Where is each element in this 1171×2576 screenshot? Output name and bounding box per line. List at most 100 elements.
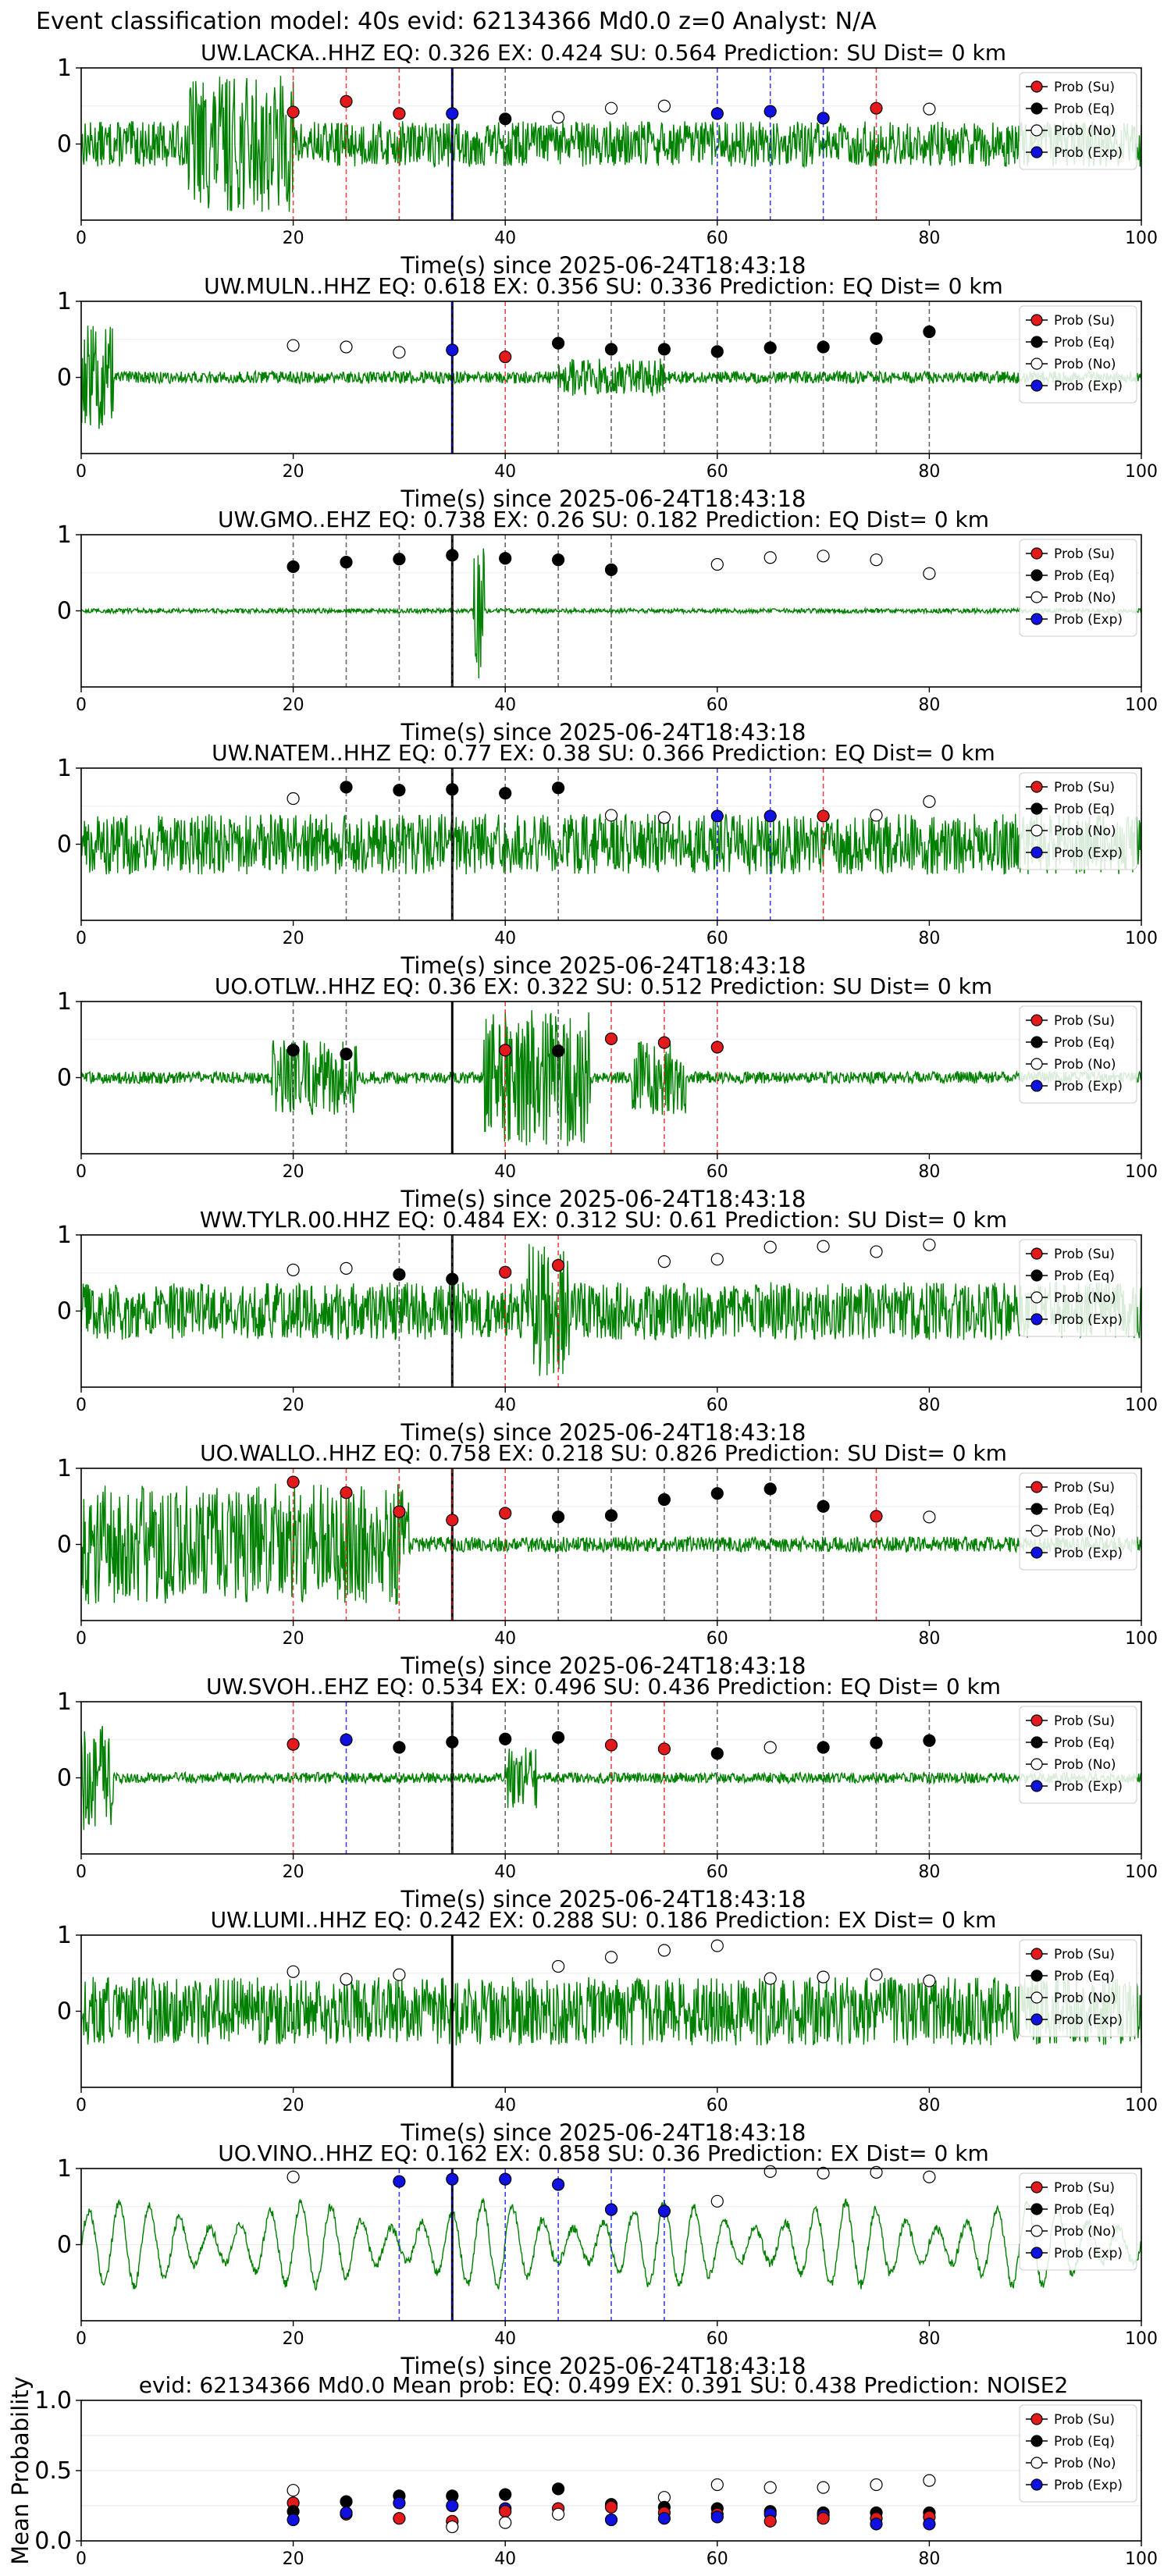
legend-box	[1019, 539, 1137, 637]
prob-point-eq	[817, 1741, 830, 1754]
prob-point-eq	[551, 553, 565, 567]
legend-marker	[1030, 2203, 1043, 2215]
prob-point-eq	[870, 332, 883, 345]
subplot-title: UO.VINO..HHZ EQ: 0.162 EX: 0.858 SU: 0.3…	[218, 2140, 988, 2166]
legend-marker	[1030, 1503, 1043, 1515]
legend-marker	[1030, 569, 1043, 582]
y-tick-label: 1	[57, 1922, 72, 1949]
subplot-title: WW.TYLR.00.HHZ EQ: 0.484 EX: 0.312 SU: 0…	[200, 1207, 1007, 1233]
y-tick-label: 1	[57, 2155, 72, 2183]
y-tick-label: 1	[57, 288, 72, 315]
legend-box	[1019, 1706, 1137, 1804]
prob-point-no	[923, 567, 936, 580]
prob-point-exp	[287, 2513, 300, 2527]
legend-label: Prob (Eq)	[1054, 1035, 1115, 1051]
legend-box	[1019, 2404, 1137, 2503]
legend: Prob (Su) Prob (Eq) Prob (No) Prob (Exp)	[1019, 72, 1137, 170]
legend-label: Prob (Eq)	[1054, 1969, 1115, 1984]
prob-point-eq	[446, 1272, 459, 1286]
subplot-1: UW.LACKA..HHZ EQ: 0.326 EX: 0.424 SU: 0.…	[57, 40, 1158, 279]
subplot-title: evid: 62134366 Md0.0 Mean prob: EQ: 0.49…	[139, 2372, 1069, 2398]
x-tick-label: 80	[918, 1863, 940, 1882]
x-tick-label: 100	[1125, 1162, 1158, 1182]
x-tick-label: 40	[494, 1629, 516, 1649]
x-tick-label: 20	[283, 2549, 304, 2569]
prob-point-no	[551, 1959, 565, 1973]
legend: Prob (Su) Prob (Eq) Prob (No) Prob (Exp)	[1019, 1239, 1137, 1337]
prob-point-exp	[551, 2178, 565, 2191]
prob-point-su	[657, 1036, 671, 1049]
prob-point-no	[923, 795, 936, 809]
x-tick-label: 100	[1125, 2096, 1158, 2115]
prob-point-eq	[870, 1736, 883, 1749]
legend-marker	[1030, 2247, 1043, 2259]
waveform-trace	[81, 1725, 1141, 1831]
y-tick-label: 0	[57, 831, 72, 859]
plot-area	[81, 1235, 1141, 1387]
legend-box	[1019, 1939, 1137, 2037]
legend-label: Prob (Exp)	[1054, 1546, 1123, 1561]
legend-marker	[1030, 1080, 1043, 1092]
legend: Prob (Su) Prob (Eq) Prob (No) Prob (Exp)	[1019, 539, 1137, 637]
legend-marker	[1030, 2457, 1043, 2469]
legend-box	[1019, 2172, 1137, 2271]
x-tick-label: 40	[494, 1396, 516, 1415]
prob-point-no	[710, 1253, 724, 1266]
prob-point-no	[710, 2478, 724, 2492]
prob-point-eq	[551, 1510, 565, 1524]
legend-label: Prob (Su)	[1054, 1713, 1115, 1729]
y-tick-label: 1	[57, 755, 72, 782]
legend-marker	[1030, 2478, 1043, 2491]
prob-point-no	[657, 1944, 671, 1957]
legend-marker	[1030, 2013, 1043, 2026]
prob-point-no	[710, 1939, 724, 1952]
legend-marker	[1030, 824, 1043, 837]
prob-point-no	[870, 2478, 883, 2492]
subplot-8: UW.SVOH..EHZ EQ: 0.534 EX: 0.496 SU: 0.4…	[57, 1674, 1158, 1912]
x-tick-label: 20	[283, 229, 304, 248]
prob-point-exp	[604, 2203, 618, 2216]
subplot-title: UO.WALLO..HHZ EQ: 0.758 EX: 0.218 SU: 0.…	[200, 1440, 1007, 1466]
x-tick-label: 20	[283, 1629, 304, 1649]
prob-point-eq	[763, 1482, 777, 1496]
legend-label: Prob (Exp)	[1054, 379, 1123, 394]
prob-point-eq	[446, 549, 459, 562]
prob-point-no	[604, 1951, 618, 1964]
x-tick-label: 60	[707, 2329, 728, 2349]
prob-point-eq	[340, 2495, 353, 2508]
figure-suptitle: Event classification model: 40s evid: 62…	[36, 8, 877, 35]
subplot-10: UO.VINO..HHZ EQ: 0.162 EX: 0.858 SU: 0.3…	[57, 2140, 1158, 2379]
y-tick-label: 1.0	[34, 2387, 72, 2414]
legend-marker	[1030, 802, 1043, 815]
x-tick-label: 20	[283, 1162, 304, 1182]
x-tick-label: 80	[918, 2096, 940, 2115]
subplot-title: UW.MULN..HHZ EQ: 0.618 EX: 0.356 SU: 0.3…	[204, 273, 1003, 299]
prob-point-no	[923, 2474, 936, 2487]
prob-point-exp	[446, 343, 459, 357]
prob-point-no	[763, 2481, 777, 2494]
y-tick-label: 0	[57, 365, 72, 392]
x-tick-label: 40	[494, 462, 516, 482]
y-tick-label: 0.0	[34, 2528, 72, 2555]
legend-label: Prob (Eq)	[1054, 2202, 1115, 2218]
y-tick-label: 0	[57, 1765, 72, 1792]
legend-marker	[1030, 80, 1043, 93]
prob-point-eq	[393, 1268, 406, 1281]
subplot-11: evid: 62134366 Md0.0 Mean prob: EQ: 0.49…	[7, 2372, 1158, 2569]
prob-point-no	[923, 2170, 936, 2183]
legend-marker	[1030, 547, 1043, 560]
y-tick-label: 1	[57, 1222, 72, 1249]
prob-point-eq	[763, 341, 777, 354]
x-axis-label: Time(s) since 2025-06-24T18:43:18	[400, 1419, 806, 1446]
legend-marker	[1030, 1714, 1043, 1727]
prob-point-su	[499, 1507, 512, 1520]
prob-point-su	[763, 2514, 777, 2528]
x-axis-label: Time(s) since 2025-06-24T18:43:18	[400, 1886, 806, 1912]
subplot-7: UO.WALLO..HHZ EQ: 0.758 EX: 0.218 SU: 0.…	[57, 1440, 1158, 1679]
prob-point-exp	[446, 107, 459, 120]
legend-label: Prob (Su)	[1054, 1480, 1115, 1496]
subplot-5: UO.OTLW..HHZ EQ: 0.36 EX: 0.322 SU: 0.51…	[57, 973, 1158, 1212]
prob-point-eq	[499, 1732, 512, 1745]
x-axis-label: Time(s) since 2025-06-24T18:43:18	[400, 1186, 806, 1212]
x-tick-label: 40	[494, 1162, 516, 1182]
